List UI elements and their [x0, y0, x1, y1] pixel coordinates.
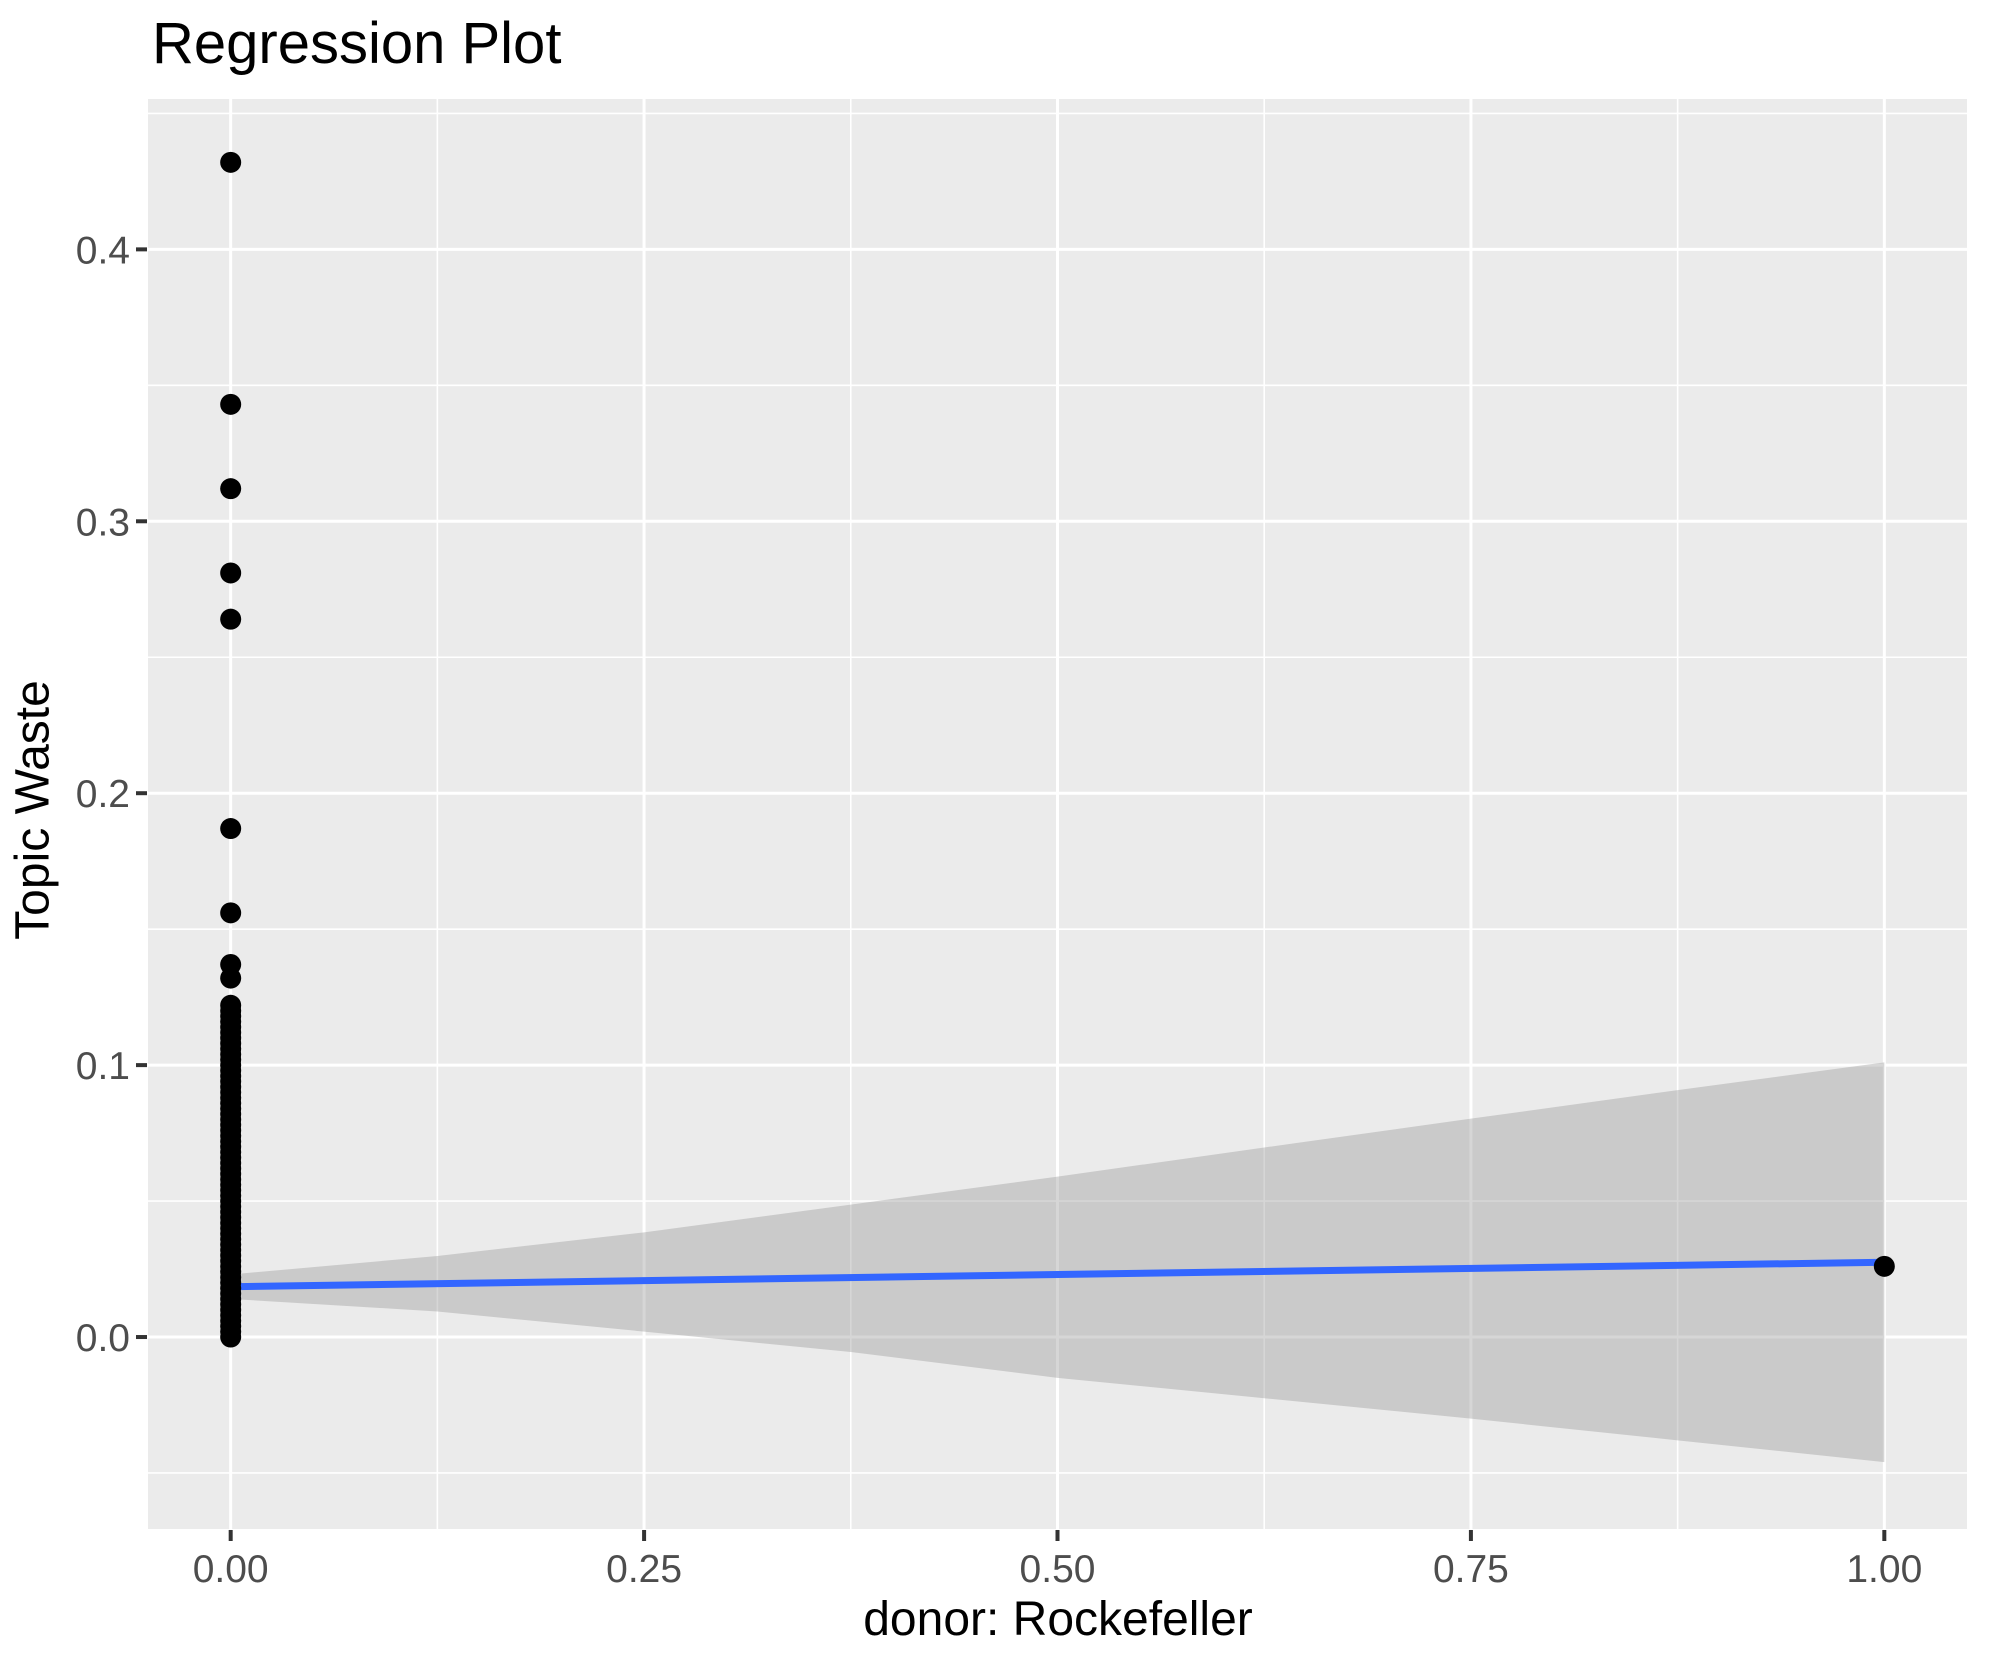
- data-point: [220, 393, 242, 415]
- y-tick-label: 0.3: [76, 501, 130, 544]
- y-tick-label: 0.2: [76, 773, 130, 816]
- data-point: [1873, 1255, 1895, 1277]
- data-point: [220, 608, 242, 630]
- x-tick-label: 0.00: [193, 1548, 269, 1591]
- chart-title: Regression Plot: [152, 11, 562, 76]
- y-tick-label: 0.0: [76, 1317, 130, 1360]
- data-point: [220, 562, 242, 584]
- x-axis-title: donor: Rockefeller: [863, 1593, 1253, 1646]
- y-tick-label: 0.1: [76, 1045, 130, 1088]
- confidence-ribbon: [230, 1062, 1885, 1463]
- x-tick-label: 1.00: [1846, 1548, 1922, 1591]
- data-point: [220, 151, 242, 173]
- regression-line: [230, 1258, 1885, 1291]
- data-point: [220, 954, 242, 976]
- x-tick-label: 0.25: [606, 1548, 682, 1591]
- data-point: [220, 994, 242, 1016]
- data-point: [220, 902, 242, 924]
- data-point: [220, 818, 242, 840]
- x-tick-label: 0.50: [1020, 1548, 1096, 1591]
- y-axis-title: Topic Waste: [6, 680, 60, 940]
- y-tick-label: 0.4: [76, 229, 130, 272]
- data-point: [220, 478, 242, 500]
- x-tick-label: 0.75: [1433, 1548, 1509, 1591]
